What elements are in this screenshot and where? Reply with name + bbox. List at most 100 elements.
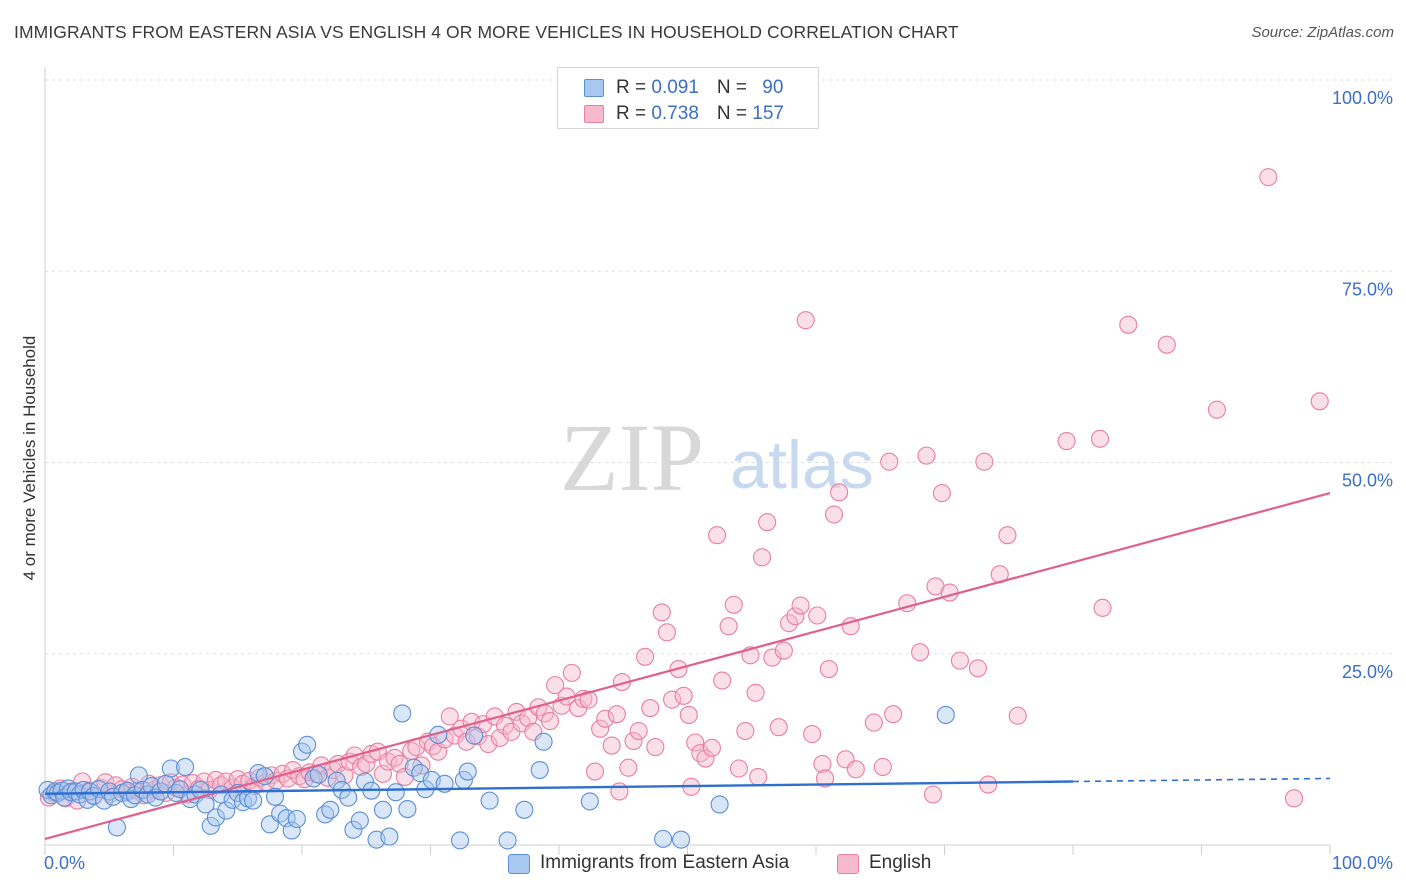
y-tick-label: 25.0% (1342, 662, 1393, 682)
english-point (696, 749, 715, 768)
y-tick-label: 50.0% (1342, 471, 1393, 491)
english-point (719, 617, 738, 636)
eastern-asia-point (380, 827, 399, 846)
english-point (702, 738, 721, 757)
english-point (607, 705, 626, 724)
english-point (686, 733, 705, 752)
eastern-asia-point (458, 762, 477, 781)
eastern-asia-point (339, 788, 358, 807)
english-point (803, 725, 822, 744)
legend-swatch-pink (584, 105, 604, 123)
english-point (796, 311, 815, 330)
english-point (998, 526, 1017, 545)
eastern-asia-point (244, 791, 263, 810)
legend-n-value: 90 (762, 77, 784, 98)
english-point (815, 769, 835, 788)
x-tick-label: 0.0% (44, 853, 85, 873)
eastern-asia-point (206, 808, 225, 827)
english-point (808, 606, 827, 625)
english-point (1310, 392, 1329, 411)
english-point (357, 754, 376, 773)
eastern-asia-point (309, 765, 328, 784)
grid-lines (45, 79, 1393, 655)
english-point (352, 757, 371, 777)
english-point (624, 731, 643, 751)
english-point (917, 446, 936, 465)
english-point (1157, 335, 1176, 354)
english-point (979, 775, 998, 794)
eastern-asia-point (398, 799, 417, 819)
english-point (724, 595, 743, 614)
english-point (195, 772, 214, 791)
chart-title: IMMIGRANTS FROM EASTERN ASIA VS ENGLISH … (14, 22, 959, 42)
eastern-asia-point (936, 705, 955, 725)
eastern-asia-point (393, 704, 412, 723)
x-tick-label: 100.0% (1332, 853, 1393, 873)
english-point (975, 452, 994, 471)
english-point (585, 762, 605, 781)
english-point (940, 583, 959, 602)
english-point (911, 643, 930, 662)
eastern-asia-point (654, 829, 673, 848)
watermark-zip: ZIP (560, 404, 704, 511)
eastern-asia-point (498, 831, 517, 850)
trend-lines (44, 492, 1331, 840)
eastern-asia-point (534, 732, 553, 751)
english-point (813, 754, 832, 773)
english-point (880, 452, 899, 471)
english-point (763, 648, 782, 667)
legend-n-label: N = (716, 103, 753, 124)
english-point (674, 686, 693, 705)
eastern-asia-point (530, 760, 549, 780)
english-point (1119, 315, 1138, 334)
watermark-atlas: atlas (730, 427, 874, 503)
english-point (602, 736, 621, 755)
english-point (591, 719, 610, 738)
english-point (708, 526, 727, 545)
legend-r-label: R = (616, 103, 652, 124)
english-point (864, 713, 883, 732)
english-point (1057, 432, 1076, 451)
tick-labels: 100.0% 75.0% 50.0% 25.0% 0.0% 100.0% (44, 88, 1393, 873)
eastern-asia-point (282, 821, 301, 840)
english-point (663, 690, 682, 709)
bottom-legend-label: Immigrants from Eastern Asia (540, 852, 790, 873)
correlation-legend: R = 0.091 N = 90 R = 0.738 N = 157 (557, 67, 819, 129)
english-point (968, 659, 987, 678)
english-point (752, 548, 772, 567)
eastern-asia-point (217, 801, 236, 820)
eastern-asia-point (201, 816, 220, 835)
english-point (819, 659, 838, 679)
english-point (1259, 168, 1278, 187)
english-point (932, 484, 951, 503)
english-point (729, 759, 748, 778)
english-point (691, 744, 710, 763)
english-point (596, 709, 615, 728)
eastern-asia-point (176, 757, 195, 777)
eastern-asia-point (142, 777, 161, 796)
eastern-asia-point (373, 800, 393, 819)
english-point (824, 505, 844, 524)
english-point (873, 757, 892, 777)
eastern-asia-point (344, 820, 363, 839)
eastern-asia-points (38, 704, 955, 850)
eastern-asia-point (672, 830, 691, 849)
english-point (786, 607, 805, 626)
english-point (746, 683, 765, 702)
eastern-asia-point (465, 726, 484, 745)
english-point (830, 483, 849, 502)
legend-n-value: 157 (752, 103, 784, 124)
english-point (774, 641, 793, 660)
english-point (96, 773, 115, 792)
english-point (619, 758, 638, 777)
legend-swatch-blue (584, 79, 604, 97)
bottom-legend-label: English (869, 852, 932, 873)
english-point (641, 699, 660, 718)
eastern-asia-point (271, 804, 290, 823)
english-point (769, 718, 788, 737)
english-point (679, 705, 698, 725)
english-point (636, 647, 655, 666)
eastern-asia-point (411, 764, 430, 783)
source-label: Source: ZipAtlas.com (1251, 24, 1394, 41)
